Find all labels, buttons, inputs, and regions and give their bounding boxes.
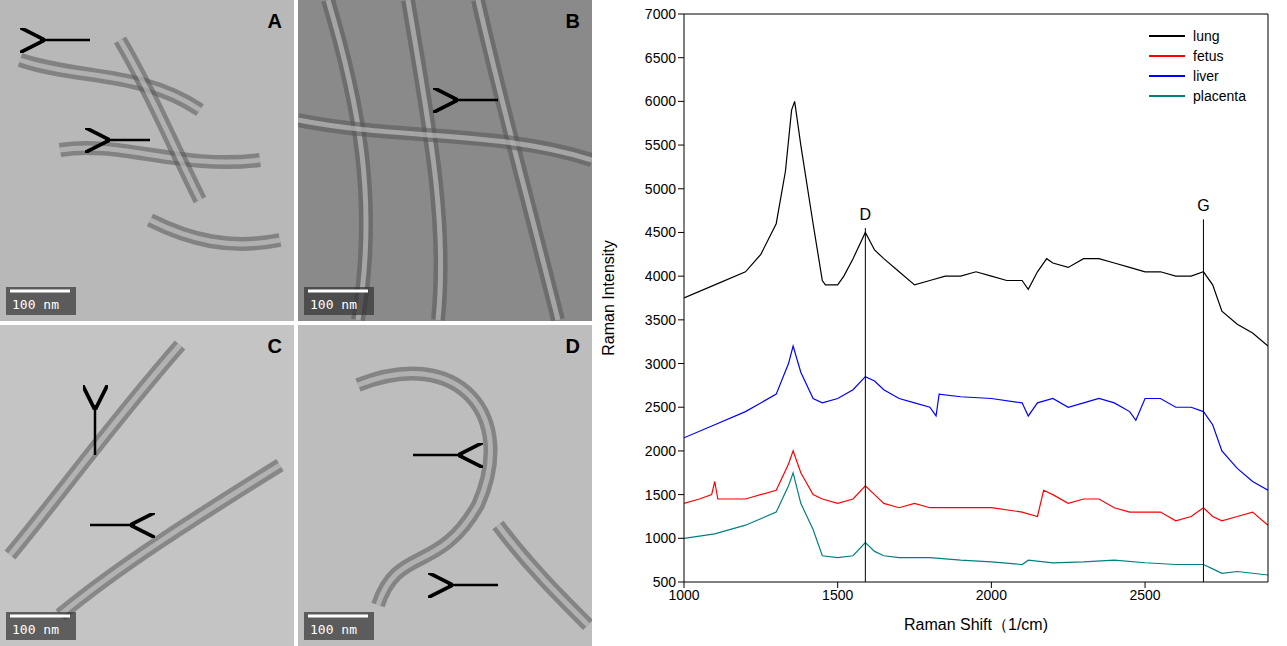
svg-text:3000: 3000	[645, 356, 676, 372]
svg-text:B: B	[566, 10, 580, 32]
svg-text:1000: 1000	[645, 530, 676, 546]
svg-text:2500: 2500	[1129, 587, 1160, 603]
svg-text:6000: 6000	[645, 93, 676, 109]
svg-text:100 nm: 100 nm	[310, 622, 357, 637]
svg-text:D: D	[860, 206, 872, 223]
svg-text:100 nm: 100 nm	[12, 297, 59, 312]
svg-text:A: A	[268, 10, 282, 32]
svg-text:5500: 5500	[645, 137, 676, 153]
svg-text:4000: 4000	[645, 268, 676, 284]
svg-text:2500: 2500	[645, 399, 676, 415]
svg-text:2000: 2000	[976, 587, 1007, 603]
svg-text:G: G	[1197, 197, 1209, 214]
svg-text:Raman Shift（1/cm): Raman Shift（1/cm)	[904, 616, 1048, 633]
svg-text:7000: 7000	[645, 6, 676, 22]
svg-text:3500: 3500	[645, 312, 676, 328]
svg-text:C: C	[268, 335, 282, 357]
svg-text:6500: 6500	[645, 50, 676, 66]
svg-text:Raman Intensity: Raman Intensity	[600, 240, 617, 356]
html-text:lung: lung	[1193, 28, 1220, 44]
html-text:liver: liver	[1193, 68, 1219, 84]
svg-text:1500: 1500	[822, 587, 853, 603]
svg-text:100 nm: 100 nm	[12, 622, 59, 637]
svg-text:D: D	[566, 335, 580, 357]
svg-text:1500: 1500	[645, 487, 676, 503]
html-text:fetus: fetus	[1193, 48, 1224, 64]
svg-text:100 nm: 100 nm	[310, 297, 357, 312]
svg-text:1000: 1000	[668, 586, 700, 603]
html-text:placenta: placenta	[1193, 88, 1246, 104]
svg-text:4500: 4500	[645, 224, 676, 240]
svg-text:5000: 5000	[645, 181, 676, 197]
svg-text:500: 500	[653, 574, 677, 590]
svg-text:2000: 2000	[645, 443, 676, 459]
